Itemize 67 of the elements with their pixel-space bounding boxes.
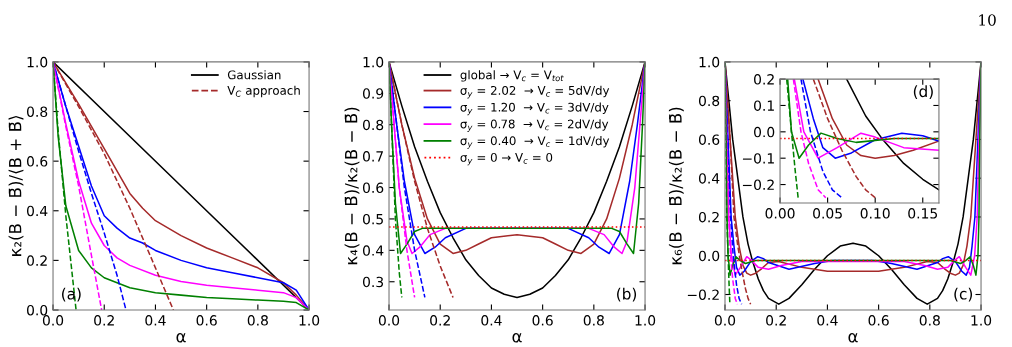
legend-label: σ$_{y}$ = 0.78 → V$_{c}$ = 2dV/dy <box>460 119 609 132</box>
y-tick-label: −0.1 <box>742 153 774 164</box>
x-tick-label: 0.6 <box>196 315 217 326</box>
y-tick-label: 0.1 <box>754 100 774 111</box>
legend-label: σ$_{y}$ = 0 → V$_{c}$ = 0 <box>460 152 553 166</box>
legend-label: global → V$_{c}$ = V$_{tot}$ <box>460 70 564 82</box>
x-tick-label: 0.2 <box>430 315 450 326</box>
legend-label: Gaussian <box>227 70 281 80</box>
line-series <box>845 79 939 191</box>
legend-label: σ$_{y}$ = 0.40 → V$_{c}$ = 1dV/dy <box>460 136 610 149</box>
y-tick-label: 0.2 <box>754 74 774 85</box>
x-tick-label: 0.10 <box>860 208 890 219</box>
y-tick-label: 0.0 <box>754 126 775 138</box>
x-tick-label: 0.15 <box>908 208 938 219</box>
x-axis-title: α <box>848 333 858 343</box>
y-axis-title: κ₄(B − B̄)/κ₂(B − B̄) <box>344 107 360 265</box>
y-tick-label: 1.0 <box>363 56 384 68</box>
y-tick-label: −0.2 <box>742 179 774 191</box>
text: 10 <box>979 14 996 26</box>
x-tick-label: 0.0 <box>714 315 736 326</box>
y-tick-label: −0.2 <box>687 289 719 300</box>
x-tick-label: 1.0 <box>635 315 656 326</box>
y-tick-label: 1.0 <box>27 56 48 68</box>
x-tick-label: 0.8 <box>919 315 940 326</box>
y-tick-label: 0.8 <box>362 119 384 131</box>
legend-label: σ$_{y}$ = 2.02 → V$_{c}$ = 5dV/dy <box>460 85 610 99</box>
x-tick-label: 0.4 <box>817 315 838 326</box>
legend-label: V$_{C}$ approach <box>227 85 300 98</box>
y-tick-label: 1.0 <box>699 56 720 68</box>
x-tick-label: 1.0 <box>299 315 320 326</box>
y-tick-label: 0.5 <box>362 213 383 225</box>
annotation: (a) <box>62 287 81 302</box>
y-tick-label: 0.0 <box>27 304 48 316</box>
annotation: (d) <box>913 85 933 99</box>
y-tick-label: 0.7 <box>362 151 383 162</box>
x-tick-label: 0.00 <box>765 208 795 219</box>
line-series <box>812 79 876 199</box>
x-tick-label: 1.0 <box>971 315 992 326</box>
y-tick-label: 0.4 <box>362 245 384 256</box>
y-tick-label: 0.6 <box>698 134 720 145</box>
x-tick-label: 0.2 <box>94 315 114 326</box>
x-tick-label: 0.2 <box>766 315 786 326</box>
x-tick-label: 0.4 <box>481 315 502 326</box>
y-tick-label: 0.6 <box>27 156 48 167</box>
y-tick-label: 0.2 <box>27 255 47 266</box>
x-tick-label: 0.05 <box>813 208 842 219</box>
legend-label: σ$_{y}$ = 1.20 → V$_{c}$ = 3dV/dy <box>460 102 609 116</box>
y-tick-label: 0.3 <box>362 276 384 288</box>
y-tick-label: 0.8 <box>698 95 720 107</box>
y-tick-label: 0.4 <box>698 173 720 184</box>
y-axis-title: κ₂(B − B̄)/⟨B + B̄⟩ <box>8 115 24 256</box>
y-tick-label: 0.0 <box>698 250 720 262</box>
x-tick-label: 0.6 <box>868 315 889 326</box>
x-axis-title: α <box>176 333 186 343</box>
x-tick-label: 0.0 <box>42 315 64 326</box>
x-tick-label: 0.4 <box>145 315 166 326</box>
x-tick-label: 0.8 <box>247 315 268 326</box>
y-axis-title: κ₆(B − B̄)/κ₂(B − B̄) <box>668 107 684 265</box>
annotation: (c) <box>954 287 973 302</box>
x-axis-title: α <box>512 333 522 343</box>
y-tick-label: 0.6 <box>362 182 384 193</box>
x-tick-label: 0.8 <box>583 315 604 326</box>
x-tick-label: 0.0 <box>378 315 400 326</box>
annotation: (b) <box>617 287 637 302</box>
y-tick-label: 0.8 <box>27 106 48 117</box>
y-tick-label: 0.9 <box>362 88 384 99</box>
x-tick-label: 0.6 <box>532 315 553 326</box>
